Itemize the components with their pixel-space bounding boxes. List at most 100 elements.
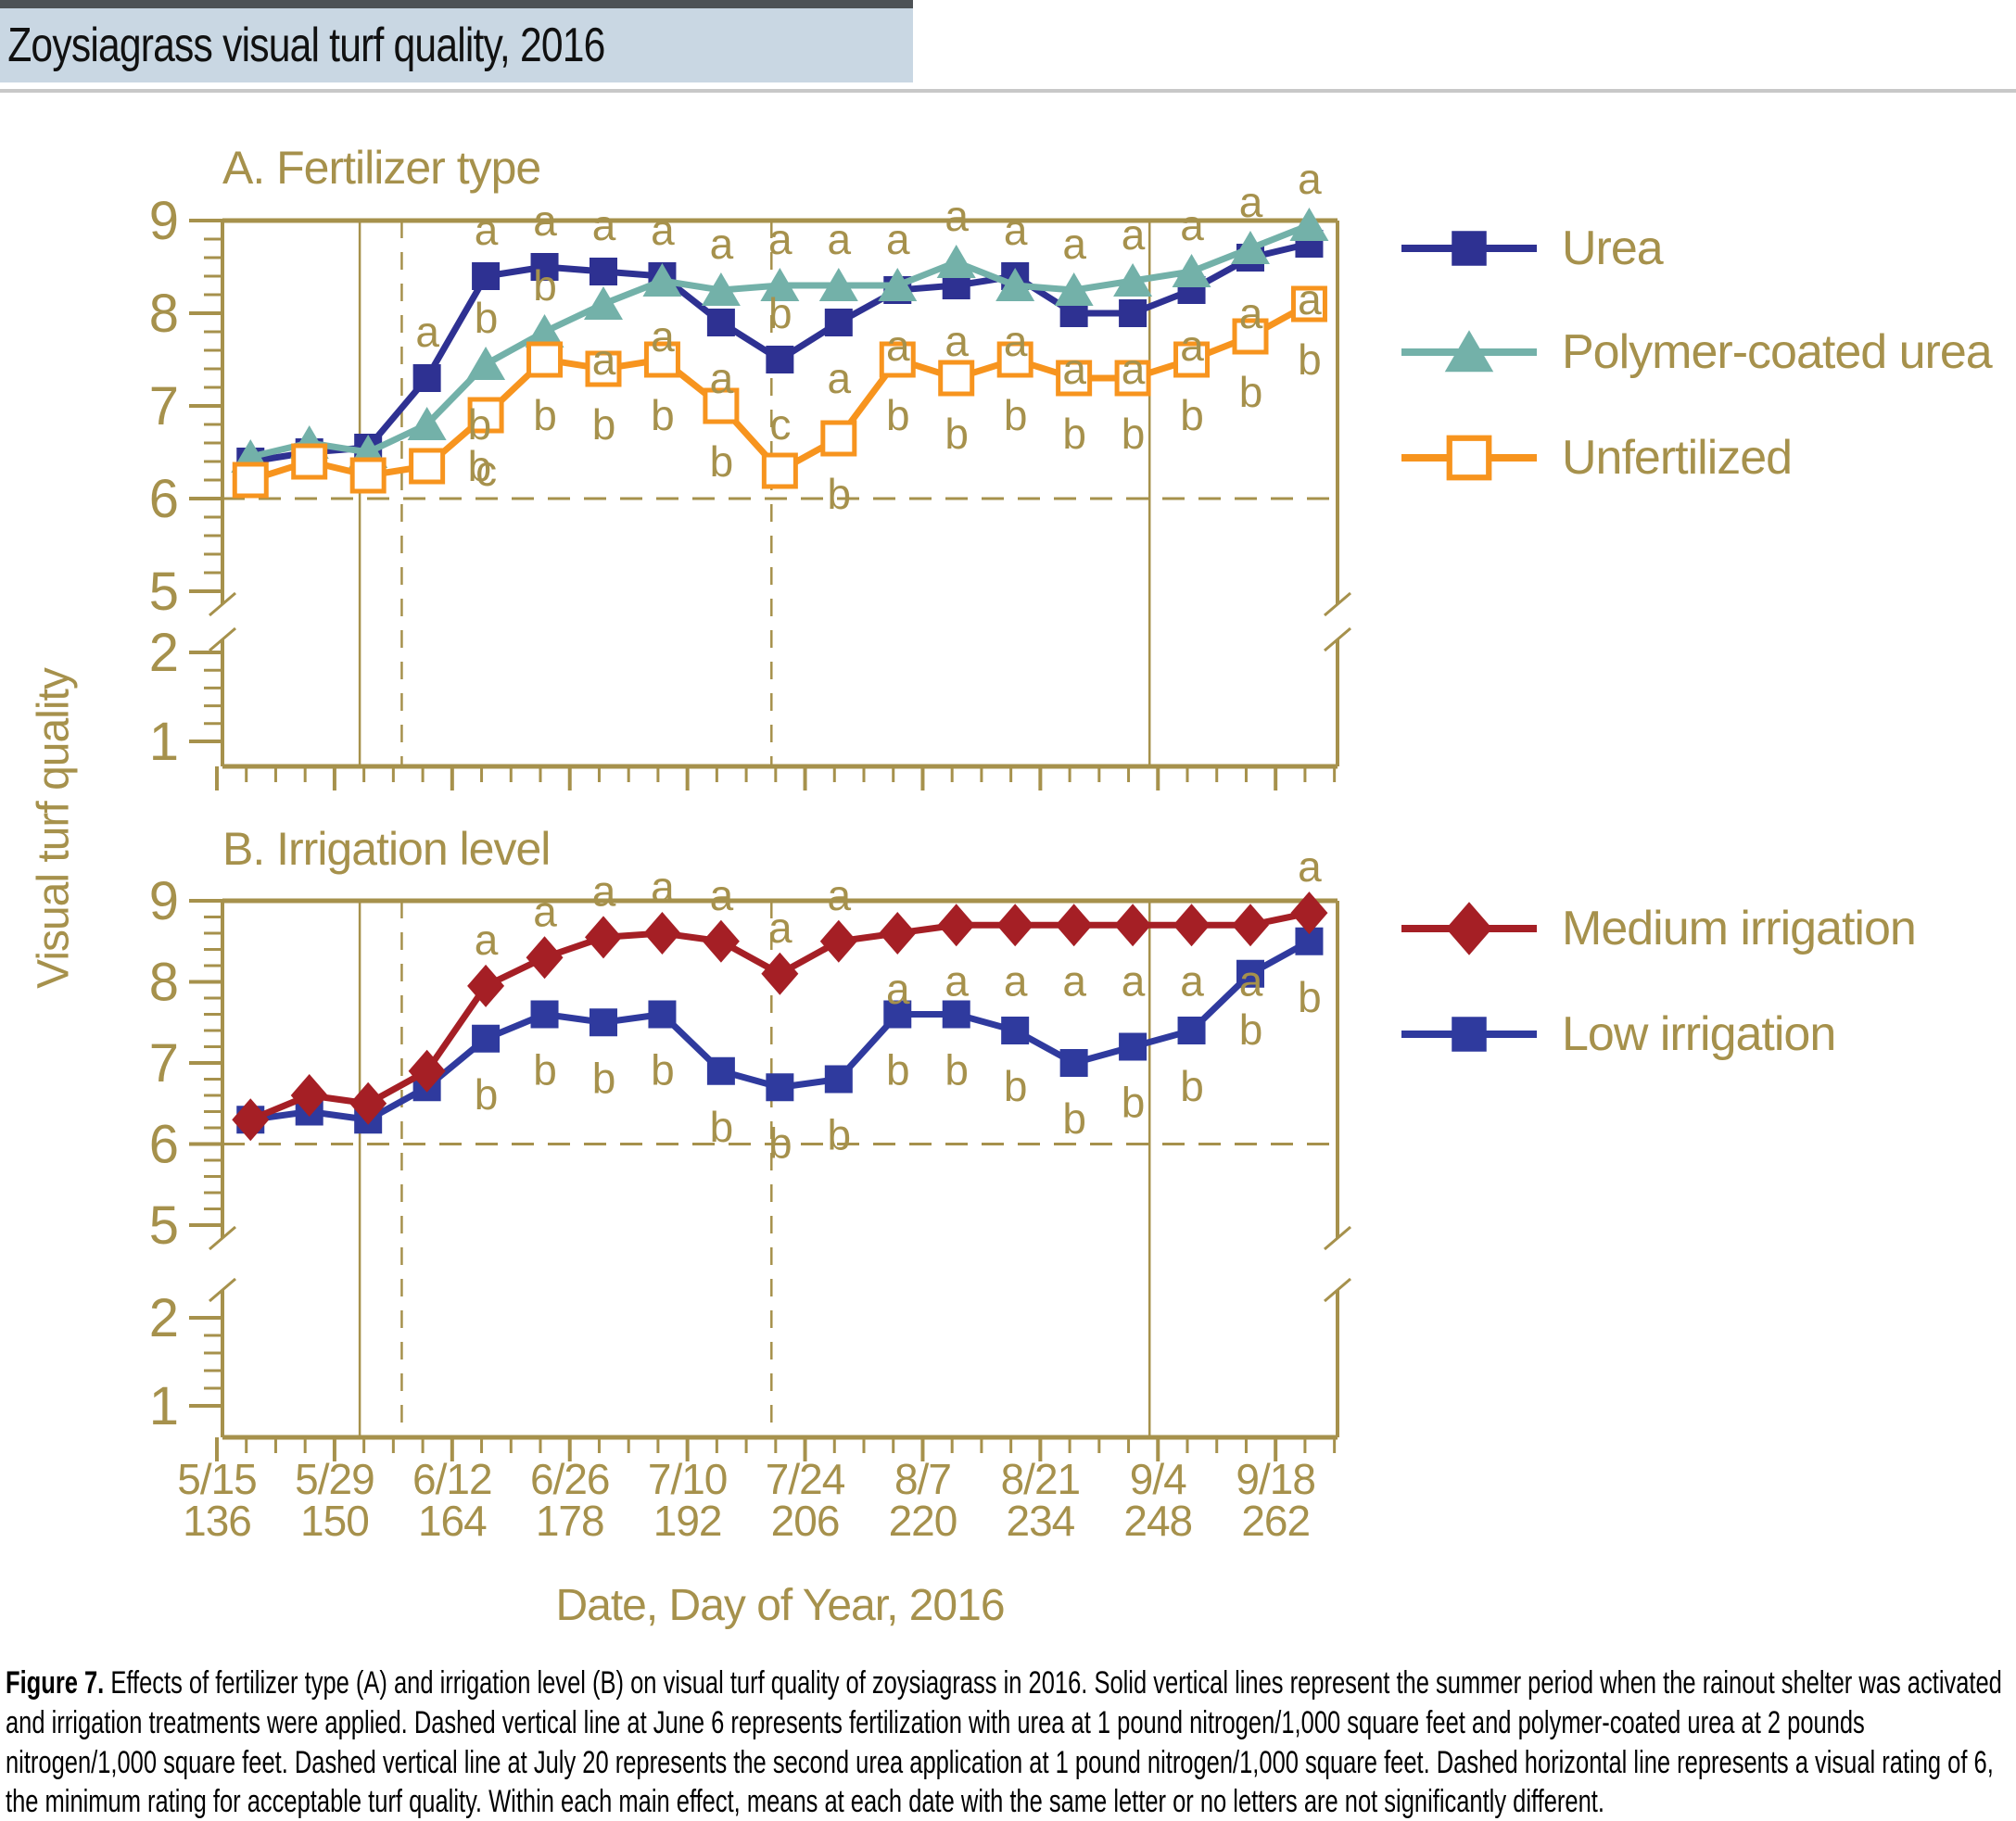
svg-text:a: a [1298,155,1322,203]
svg-text:b: b [1298,973,1321,1021]
fertilizer-x-ticks [215,766,1337,790]
fertilizer-frame [209,218,1351,769]
svg-text:a: a [886,965,910,1013]
irrigation-legend: Medium irrigation Low irrigation [1401,902,1917,1061]
svg-text:a: a [886,215,910,263]
svg-text:5: 5 [149,1195,178,1256]
svg-text:6/12: 6/12 [412,1455,492,1503]
irrigation-letters-low-irrigation: bb b bb b bb b bb b bbb [475,973,1322,1168]
svg-text:7: 7 [149,376,178,436]
svg-text:b: b [710,437,733,486]
svg-text:150: 150 [300,1497,369,1545]
svg-text:136: 136 [183,1497,251,1545]
svg-text:a: a [710,354,734,402]
svg-text:a: a [592,335,616,384]
svg-text:220: 220 [889,1497,957,1545]
svg-text:b: b [1180,1062,1203,1110]
svg-text:b: b [1180,391,1203,439]
svg-text:a: a [1004,956,1028,1005]
svg-text:248: 248 [1123,1497,1192,1545]
svg-text:b: b [886,391,909,439]
svg-text:b: b [651,391,674,439]
svg-text:a: a [945,317,969,365]
svg-text:a: a [415,308,439,356]
top-accent-bar [0,0,913,8]
svg-text:a: a [475,206,499,254]
svg-text:a: a [710,871,734,919]
svg-text:a: a [1122,345,1146,393]
svg-text:2: 2 [149,623,178,683]
svg-text:6/26: 6/26 [530,1455,610,1503]
svg-text:b: b [1122,1079,1145,1127]
svg-text:a: a [828,354,852,402]
svg-text:a: a [1180,322,1204,370]
svg-text:a: a [886,322,910,370]
svg-text:b: b [945,1046,968,1094]
svg-text:b: b [533,391,556,439]
svg-text:b: b [475,1070,498,1119]
svg-text:b: b [1062,1094,1085,1143]
irrigation-y-axis: 9 8 7 6 5 2 1 [149,871,222,1436]
svg-text:Medium irrigation: Medium irrigation [1562,902,1916,955]
svg-text:a: a [533,196,557,245]
svg-text:5/29: 5/29 [295,1455,374,1503]
svg-text:c: c [475,447,496,495]
svg-text:b: b [468,442,491,490]
svg-text:a: a [592,866,616,915]
svg-text:262: 262 [1241,1497,1310,1545]
svg-text:a: a [828,215,852,263]
svg-text:a: a [1062,345,1086,393]
svg-text:164: 164 [418,1497,487,1545]
svg-text:6: 6 [149,469,178,529]
svg-text:b: b [468,400,491,449]
svg-text:a: a [533,887,557,935]
svg-text:A. Fertilizer type: A. Fertilizer type [222,142,540,194]
svg-text:a: a [475,916,499,964]
svg-text:b: b [533,1046,556,1094]
svg-text:5/15: 5/15 [177,1455,257,1503]
figure-title: Zoysiagrass visual turf quality, 2016 [7,19,605,72]
figure-caption-label: Figure 7. [6,1665,105,1701]
header-divider-line [0,89,2016,93]
svg-text:b: b [945,410,968,458]
svg-text:a: a [945,192,969,240]
svg-text:7: 7 [149,1033,178,1094]
svg-text:b: b [1122,410,1145,458]
svg-text:a: a [710,220,734,268]
svg-text:Low irrigation: Low irrigation [1562,1007,1835,1061]
svg-text:1: 1 [149,712,178,772]
svg-text:206: 206 [771,1497,840,1545]
svg-text:b: b [768,1119,792,1167]
svg-text:a: a [651,312,675,360]
irrigation-x-ticks [215,1437,1337,1461]
svg-text:b: b [886,1046,909,1094]
svg-text:a: a [828,871,852,919]
figure-caption: Figure 7. Effects of fertilizer type (A)… [6,1663,2015,1821]
svg-text:b: b [1004,391,1027,439]
svg-text:b: b [592,1054,615,1102]
svg-text:b: b [1298,335,1321,384]
svg-text:a: a [768,904,792,952]
svg-text:b: b [533,261,556,310]
svg-text:a: a [768,215,792,263]
fertilizer-y-axis: 9 8 7 6 52 1 [149,191,222,772]
svg-text:B. Irrigation level: B. Irrigation level [222,823,550,875]
svg-text:8/21: 8/21 [1001,1455,1081,1503]
svg-text:b: b [1239,368,1262,416]
svg-text:a: a [1004,317,1028,365]
svg-text:b: b [828,470,851,518]
irrigation-series-medium-irrigation [232,892,1328,1142]
svg-text:b: b [1062,410,1085,458]
svg-text:a: a [1122,956,1146,1005]
svg-text:c: c [769,400,790,449]
irrigation-frame [209,898,1351,1440]
fertilizer-series-unfertilized [232,285,1327,499]
svg-text:234: 234 [1006,1497,1074,1545]
svg-text:a: a [1239,289,1263,337]
figure-caption-text: Effects of fertilizer type (A) and irrig… [6,1665,2002,1820]
svg-text:8: 8 [149,953,178,1013]
